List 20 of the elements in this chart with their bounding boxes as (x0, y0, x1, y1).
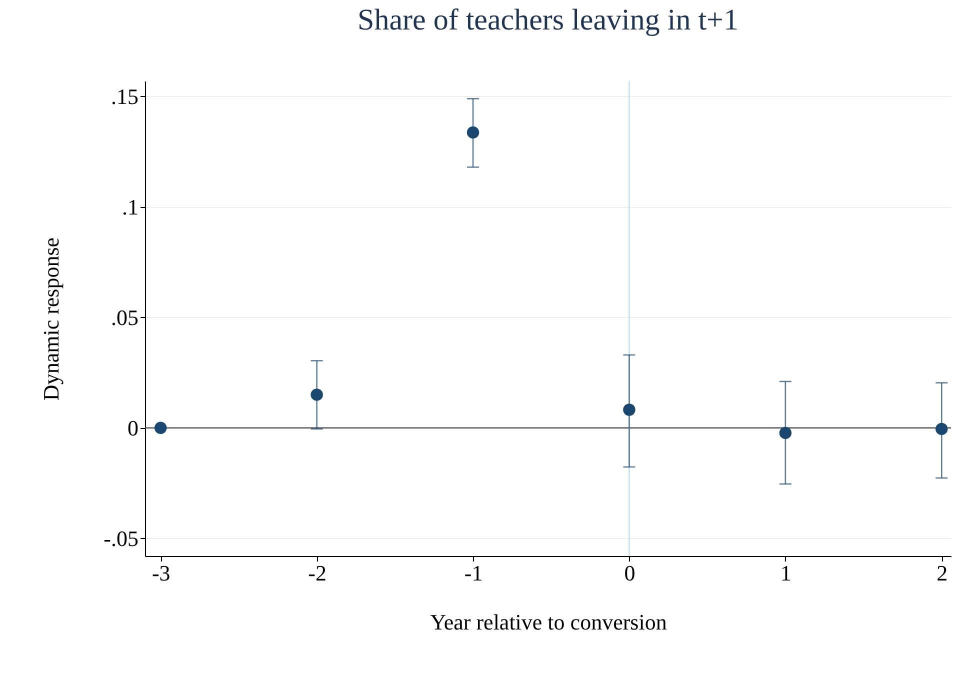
x-tick-label: 0 (624, 560, 636, 586)
x-tick-label: 2 (936, 560, 948, 586)
x-axis-title: Year relative to conversion (430, 610, 667, 634)
x-tick-label: 1 (780, 560, 792, 586)
point (623, 404, 636, 416)
x-tick-label: -2 (308, 560, 326, 586)
y-tick-label: .1 (122, 194, 138, 220)
point (466, 126, 480, 139)
x-tick-label: -3 (152, 560, 170, 586)
chart-title: Share of teachers leaving in t+1 (358, 4, 738, 36)
point (310, 388, 323, 401)
y-axis-title: Dynamic response (38, 237, 64, 401)
y-tick-label: .15 (111, 84, 138, 109)
y-tick-label: -.05 (104, 526, 138, 551)
y-tick-label: 0 (128, 415, 138, 440)
point (936, 422, 948, 436)
y-tick-label: .05 (111, 304, 138, 330)
x-tick-label: -1 (464, 560, 483, 586)
point (779, 426, 792, 440)
point (154, 422, 167, 434)
